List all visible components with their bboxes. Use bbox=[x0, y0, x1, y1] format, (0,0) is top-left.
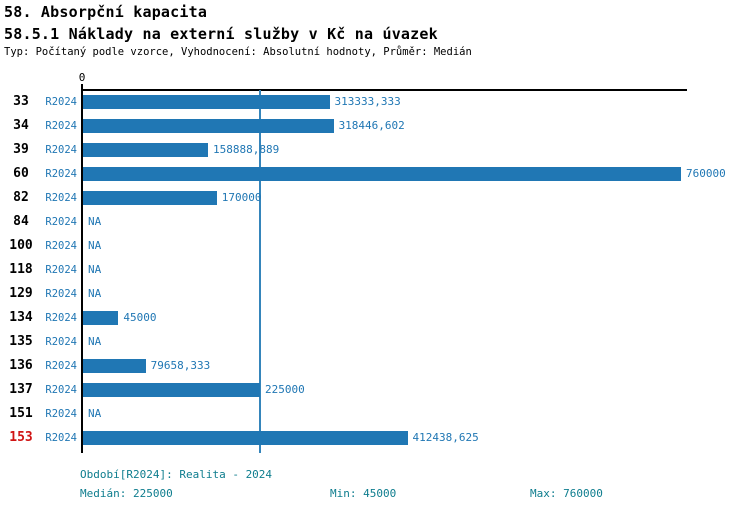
bar-row: 129 R2024 NA bbox=[0, 282, 750, 306]
bar-row: 137 R2024 225000 bbox=[0, 378, 750, 402]
row-category-label: 82 bbox=[13, 190, 29, 205]
value-bar bbox=[83, 167, 681, 181]
bar-row: 118 R2024 NA bbox=[0, 258, 750, 282]
row-series-label: R2024 bbox=[45, 360, 77, 372]
row-series-label: R2024 bbox=[45, 216, 77, 228]
row-series-label: R2024 bbox=[45, 192, 77, 204]
bar-row: 39 R2024 158888,889 bbox=[0, 138, 750, 162]
row-series-label: R2024 bbox=[45, 384, 77, 396]
x-axis-zero-tick-label: 0 bbox=[78, 71, 86, 84]
row-series-label: R2024 bbox=[45, 96, 77, 108]
row-series-label: R2024 bbox=[45, 288, 77, 300]
value-bar bbox=[83, 191, 217, 205]
value-bar bbox=[83, 143, 209, 157]
bar-value-label: 760000 bbox=[686, 167, 726, 180]
na-value-label: NA bbox=[88, 263, 102, 276]
row-category-label: 39 bbox=[13, 142, 29, 157]
value-bar bbox=[83, 95, 330, 109]
bar-row: 33 R2024 313333,333 bbox=[0, 90, 750, 114]
na-value-label: NA bbox=[88, 407, 102, 420]
bar-row: 134 R2024 45000 bbox=[0, 306, 750, 330]
value-bar bbox=[83, 119, 334, 133]
x-axis-line bbox=[81, 89, 687, 91]
median-reference-line bbox=[259, 90, 262, 453]
row-series-label: R2024 bbox=[45, 144, 77, 156]
bar-row: 34 R2024 318446,602 bbox=[0, 114, 750, 138]
value-bar bbox=[83, 311, 119, 325]
chart-subtitle-indicator: 58.5.1 Náklady na externí služby v Kč na… bbox=[4, 25, 438, 43]
bar-row: 135 R2024 NA bbox=[0, 330, 750, 354]
row-series-label: R2024 bbox=[45, 240, 77, 252]
bar-row: 82 R2024 170000 bbox=[0, 186, 750, 210]
row-category-label: 134 bbox=[9, 310, 33, 325]
bar-value-label: 79658,333 bbox=[150, 359, 211, 372]
row-category-label: 84 bbox=[13, 214, 29, 229]
bar-value-label: 170000 bbox=[221, 191, 262, 204]
row-category-label: 135 bbox=[9, 334, 33, 349]
value-bar bbox=[83, 359, 146, 373]
bar-value-label: 225000 bbox=[265, 383, 305, 396]
row-category-label: 153 bbox=[9, 430, 33, 445]
row-series-label: R2024 bbox=[45, 336, 77, 348]
row-category-label: 136 bbox=[9, 358, 33, 373]
na-value-label: NA bbox=[88, 335, 102, 348]
bar-value-label: 45000 bbox=[123, 311, 157, 324]
bar-row: 60 R2024 760000 bbox=[0, 162, 750, 186]
chart-title: 58. Absorpční kapacita bbox=[4, 3, 208, 21]
bar-row: 151 R2024 NA bbox=[0, 402, 750, 426]
row-category-label: 34 bbox=[13, 118, 29, 133]
chart-meta-line: Typ: Počítaný podle vzorce, Vyhodnocení:… bbox=[4, 46, 472, 58]
bar-row: 84 R2024 NA bbox=[0, 210, 750, 234]
footer-period-label: Období[R2024]: Realita - 2024 bbox=[80, 468, 273, 481]
bar-value-label: 158888,889 bbox=[213, 143, 280, 156]
row-series-label: R2024 bbox=[45, 432, 77, 444]
na-value-label: NA bbox=[88, 287, 102, 300]
bar-value-label: 313333,333 bbox=[334, 95, 401, 108]
na-value-label: NA bbox=[88, 239, 102, 252]
footer-min-label: Min: 45000 bbox=[330, 487, 397, 500]
row-series-label: R2024 bbox=[45, 312, 77, 324]
row-category-label: 100 bbox=[9, 238, 33, 253]
row-category-label: 33 bbox=[13, 94, 29, 109]
row-category-label: 60 bbox=[13, 166, 29, 181]
y-axis-line bbox=[81, 84, 83, 453]
row-series-label: R2024 bbox=[45, 408, 77, 420]
row-category-label: 137 bbox=[9, 382, 33, 397]
value-bar bbox=[83, 383, 261, 397]
row-series-label: R2024 bbox=[45, 264, 77, 276]
row-category-label: 129 bbox=[9, 286, 33, 301]
row-series-label: R2024 bbox=[45, 120, 77, 132]
footer-max-label: Max: 760000 bbox=[530, 487, 603, 500]
bar-value-label: 318446,602 bbox=[338, 119, 405, 132]
bar-row: 136 R2024 79658,333 bbox=[0, 354, 750, 378]
footer-median-label: Medián: 225000 bbox=[80, 487, 173, 500]
na-value-label: NA bbox=[88, 215, 102, 228]
value-bar bbox=[83, 431, 408, 445]
bar-value-label: 412438,625 bbox=[412, 431, 479, 444]
bar-row: 153 R2024 412438,625 bbox=[0, 426, 750, 450]
bar-row: 100 R2024 NA bbox=[0, 234, 750, 258]
row-category-label: 151 bbox=[9, 406, 33, 421]
row-series-label: R2024 bbox=[45, 168, 77, 180]
row-category-label: 118 bbox=[9, 262, 33, 277]
